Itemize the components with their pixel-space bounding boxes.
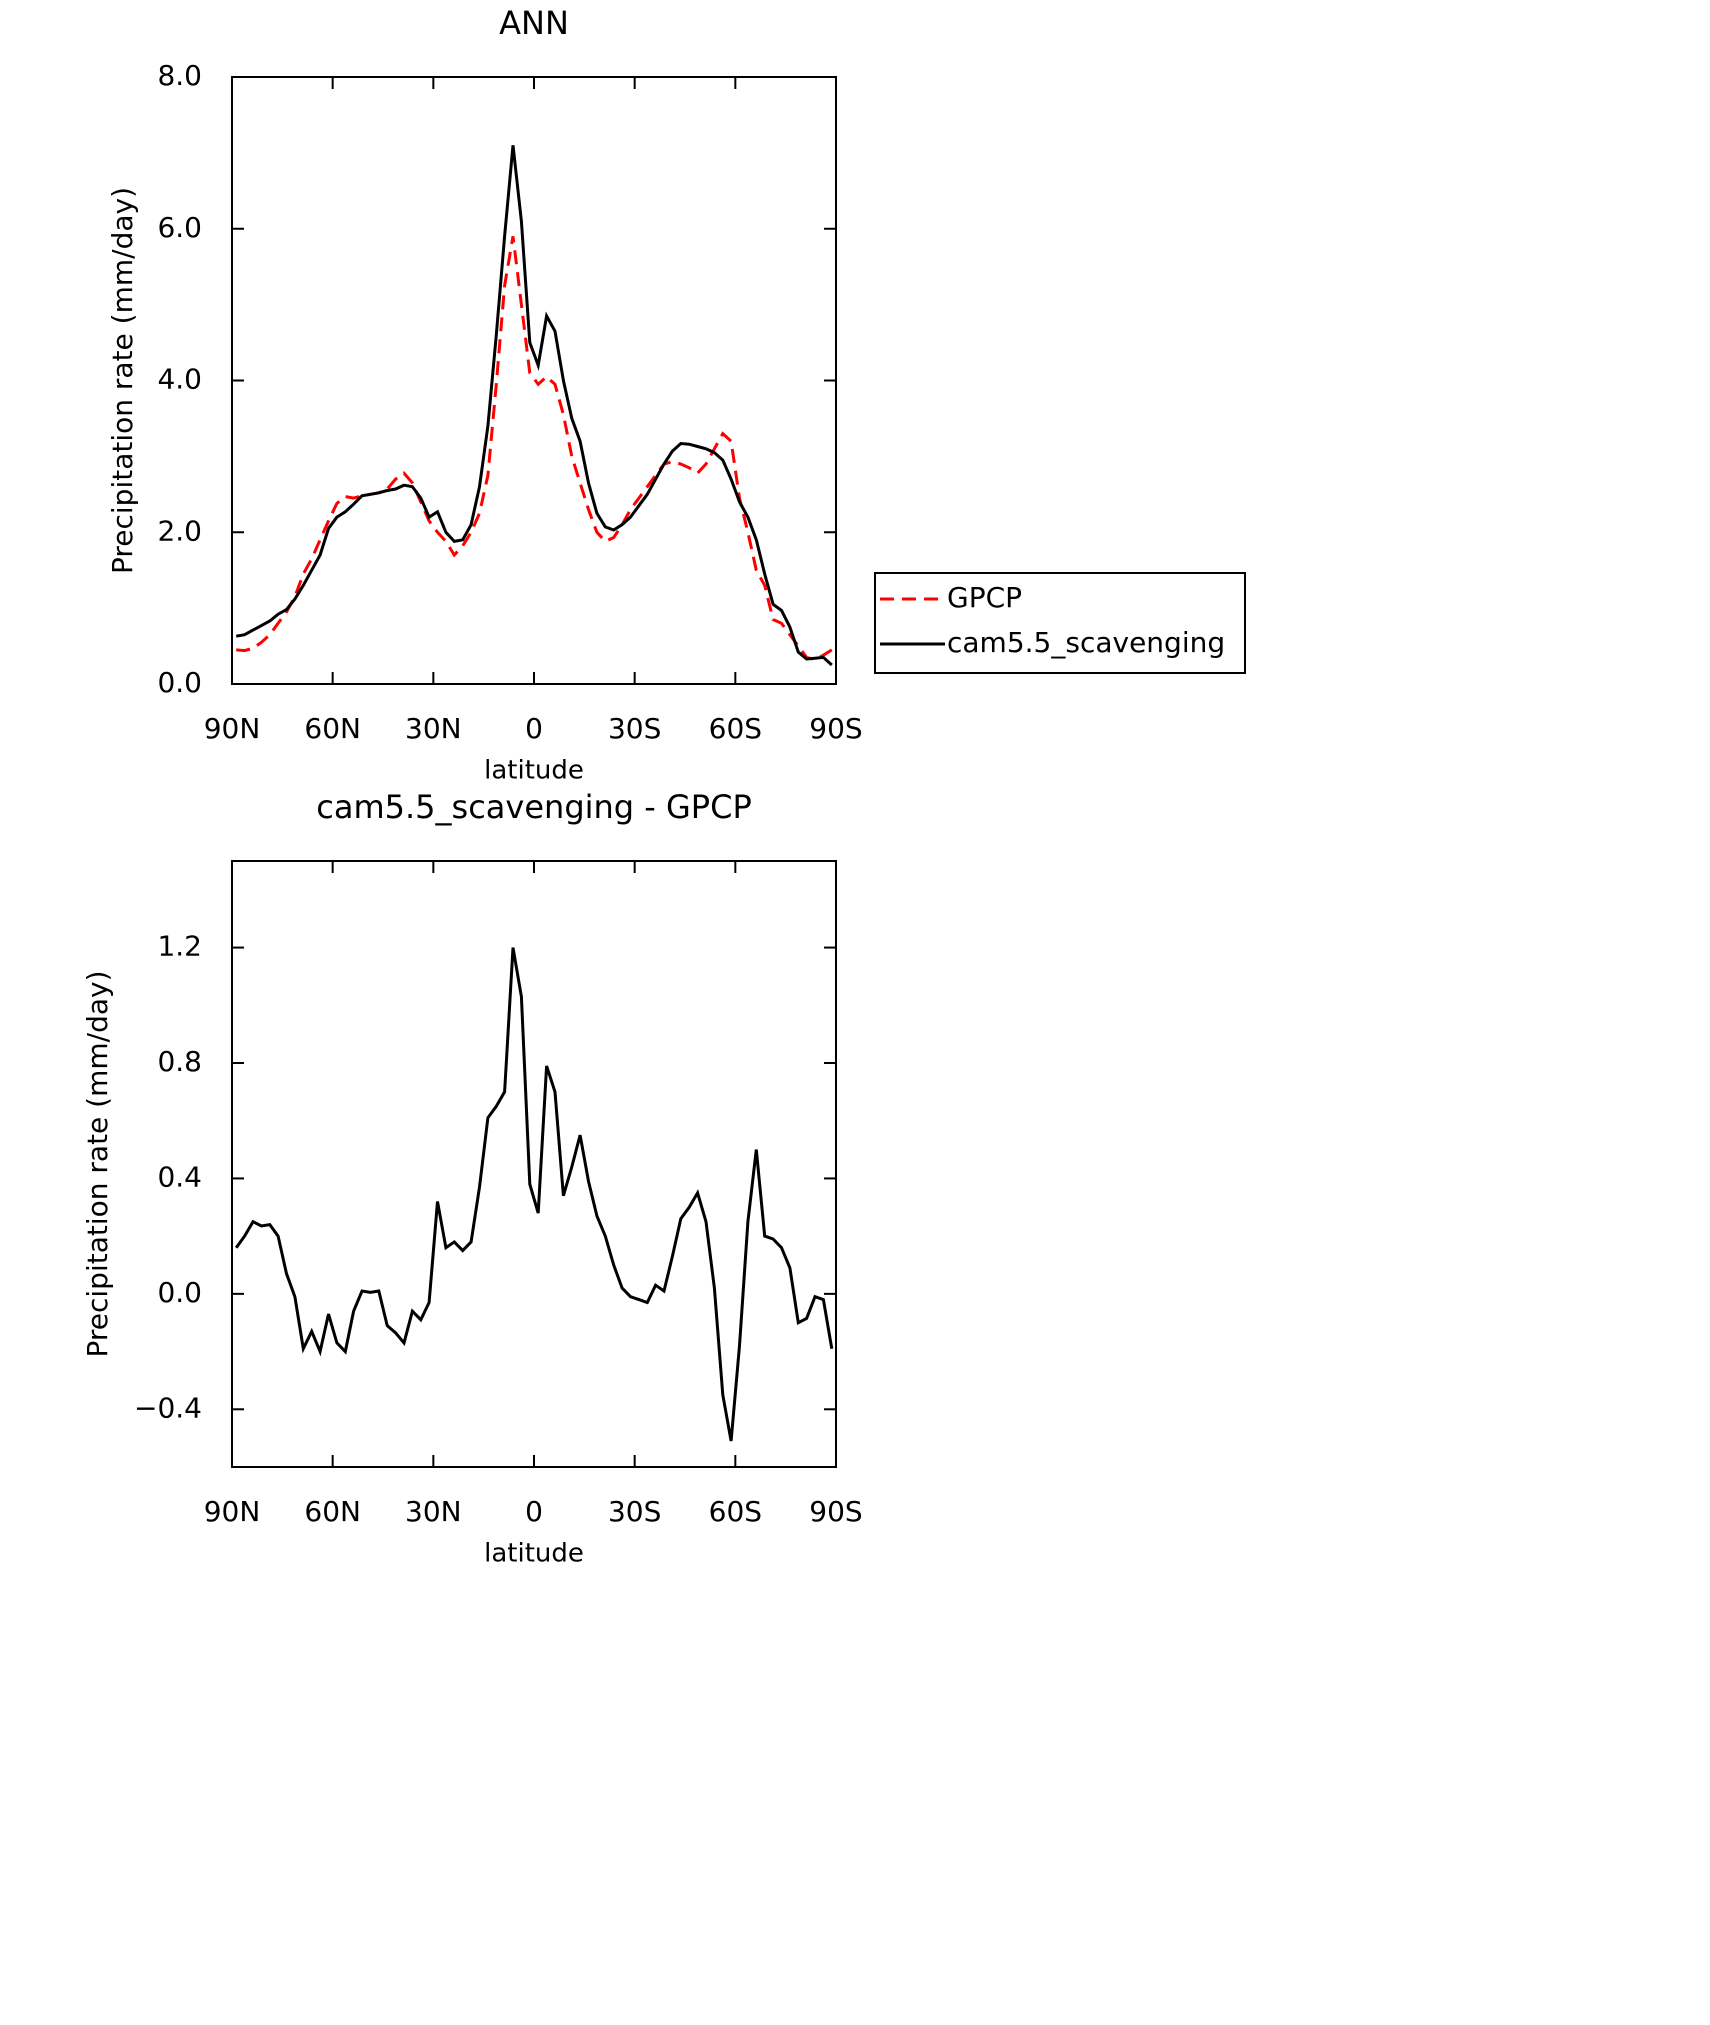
x-tick-label: 60S <box>709 1495 762 1528</box>
data-line <box>235 145 833 667</box>
legend-label: GPCP <box>947 581 1022 614</box>
x-tick-label: 30S <box>608 1495 661 1528</box>
plot-frame <box>231 860 837 1468</box>
x-tick-label: 90S <box>809 1495 862 1528</box>
x-tick-label: 90N <box>204 1495 261 1528</box>
x-tick-label: 0 <box>525 712 543 745</box>
y-tick-label: 6.0 <box>157 211 202 244</box>
y-tick-label: −0.4 <box>134 1391 202 1424</box>
x-tick-label: 30S <box>608 712 661 745</box>
y-tick-label: 8.0 <box>157 59 202 92</box>
y-tick-label: 0.4 <box>157 1160 202 1193</box>
x-axis-label: latitude <box>484 1539 584 1569</box>
y-axis-label: Precipitation rate (mm/day) <box>106 187 139 574</box>
y-tick-label: 0.0 <box>157 666 202 699</box>
y-tick-label: 0.0 <box>157 1276 202 1309</box>
y-tick-label: 1.2 <box>157 930 202 963</box>
y-axis-label: Precipitation rate (mm/day) <box>81 970 114 1357</box>
x-tick-label: 30N <box>405 712 462 745</box>
x-axis-label: latitude <box>484 756 584 786</box>
x-tick-label: 60N <box>304 712 361 745</box>
x-tick-label: 90S <box>809 712 862 745</box>
x-tick-label: 90N <box>204 712 261 745</box>
x-tick-label: 60N <box>304 1495 361 1528</box>
data-line <box>236 236 833 662</box>
data-line <box>234 947 834 1442</box>
y-tick-label: 4.0 <box>157 363 202 396</box>
legend-box <box>874 572 1246 674</box>
chart-title: cam5.5_scavenging - GPCP <box>316 788 751 826</box>
legend-label: cam5.5_scavenging <box>947 626 1225 659</box>
y-tick-label: 2.0 <box>157 514 202 547</box>
y-tick-label: 0.8 <box>157 1045 202 1078</box>
chart-title: ANN <box>499 4 569 42</box>
x-tick-label: 30N <box>405 1495 462 1528</box>
x-tick-label: 0 <box>525 1495 543 1528</box>
x-tick-label: 60S <box>709 712 762 745</box>
